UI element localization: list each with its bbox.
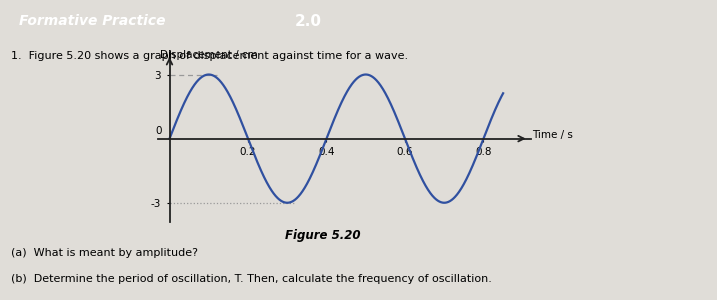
- Text: Figure 5.20: Figure 5.20: [285, 230, 361, 242]
- Text: Displacement / cm: Displacement / cm: [160, 50, 257, 60]
- Text: 2.0: 2.0: [295, 14, 322, 28]
- Text: (b)  Determine the period of oscillation, T. Then, calculate the frequency of os: (b) Determine the period of oscillation,…: [11, 274, 492, 284]
- Text: Time / s: Time / s: [533, 130, 574, 140]
- Text: 1.  Figure 5.20 shows a graph of displacement against time for a wave.: 1. Figure 5.20 shows a graph of displace…: [11, 51, 408, 61]
- Text: (a)  What is meant by amplitude?: (a) What is meant by amplitude?: [11, 248, 198, 257]
- Text: Formative Practice: Formative Practice: [19, 14, 165, 28]
- Text: 0: 0: [156, 126, 162, 136]
